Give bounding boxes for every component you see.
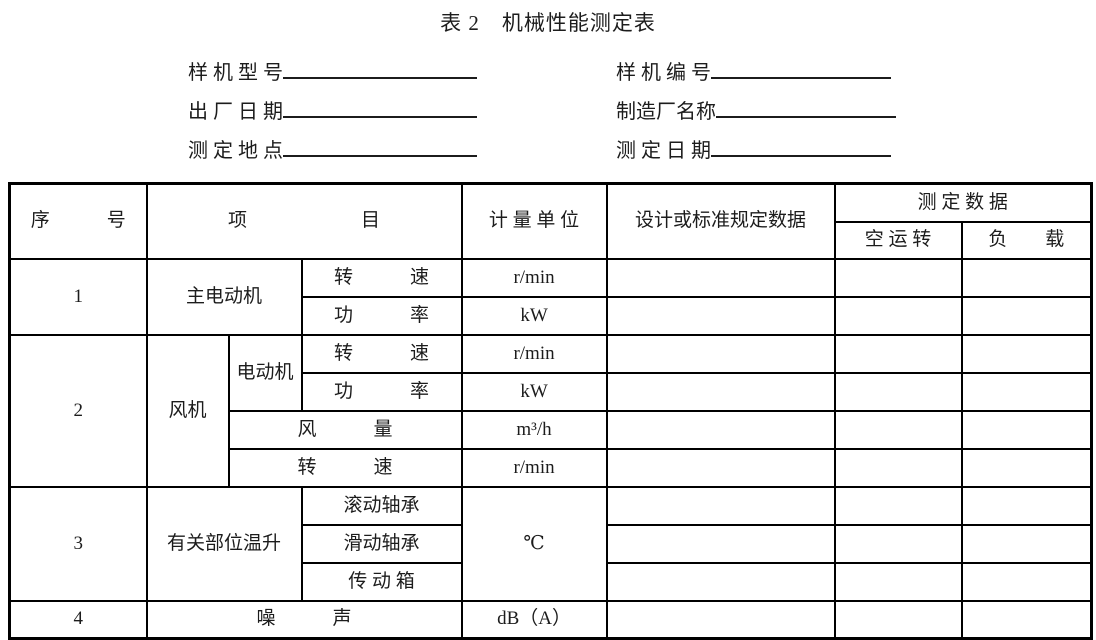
field-sample-model: 样 机 型 号	[188, 56, 477, 85]
field-test-date-blank[interactable]	[711, 155, 891, 157]
cell-item-sliding-bearing: 滑动轴承	[300, 523, 463, 564]
cell-serial-2: 2	[8, 333, 148, 488]
cell-serial-4: 4	[8, 599, 148, 640]
field-sample-model-label: 样 机 型 号	[188, 62, 283, 84]
col-header-serial: 序 号	[8, 182, 148, 260]
table-row: 4 噪 声 dB（A）	[8, 599, 1093, 640]
data-cell-noload[interactable]	[833, 447, 963, 488]
field-test-location: 测 定 地 点	[188, 134, 477, 163]
measurement-table: 序 号 项 目 计 量 单 位 设计或标准规定数据 测 定 数 据 空 运 转 …	[8, 182, 1094, 640]
field-test-location-label: 测 定 地 点	[188, 140, 283, 162]
table-header-row-1: 序 号 项 目 计 量 单 位 设计或标准规定数据 测 定 数 据	[8, 182, 1093, 260]
data-cell-noload[interactable]	[833, 257, 963, 298]
cell-item-speed: 转 速	[300, 257, 463, 298]
cell-item-power: 功 率	[300, 295, 463, 336]
col-header-measured-data: 测 定 数 据	[833, 182, 1093, 223]
data-cell-design[interactable]	[605, 371, 836, 412]
field-manufacturer-name-label: 制造厂名称	[616, 101, 716, 123]
data-cell-load[interactable]	[960, 371, 1093, 412]
table-header-row-2: 空 运 转 负 载	[10, 220, 1093, 260]
cell-item-power: 功 率	[300, 371, 463, 412]
data-cell-design[interactable]	[605, 333, 836, 374]
table-row: 1 主电动机 转 速 r/min	[8, 257, 1093, 336]
field-sample-model-blank[interactable]	[283, 77, 477, 79]
field-test-date-label: 测 定 日 期	[616, 140, 711, 162]
field-sample-number-label: 样 机 编 号	[616, 62, 711, 84]
data-cell-noload[interactable]	[833, 409, 963, 450]
data-cell-noload[interactable]	[833, 523, 963, 564]
cell-item-speed: 转 速	[227, 447, 463, 488]
table-row: 2 风机 电动机 转 速 r/min	[8, 333, 1093, 488]
col-header-no-load: 空 运 转	[833, 220, 963, 260]
cell-item-rolling-bearing: 滚动轴承	[300, 485, 463, 526]
table-row: 3 有关部位温升 滚动轴承 ℃	[8, 485, 1093, 602]
field-test-date: 测 定 日 期	[616, 134, 891, 163]
table-row: 功 率 kW	[10, 295, 1093, 336]
field-manufacture-date: 出 厂 日 期	[188, 95, 477, 124]
page-title: 表 2 机械性能测定表	[440, 11, 656, 35]
field-manufacturer-name: 制造厂名称	[616, 95, 896, 124]
data-cell-load[interactable]	[960, 561, 1093, 602]
field-manufacture-date-blank[interactable]	[283, 116, 477, 118]
field-test-location-blank[interactable]	[283, 155, 477, 157]
data-cell-load[interactable]	[960, 447, 1093, 488]
cell-group-main-motor: 主电动机	[145, 257, 303, 336]
data-cell-load[interactable]	[960, 257, 1093, 298]
field-manufacturer-name-blank[interactable]	[716, 116, 896, 118]
table-row: 滑动轴承	[10, 523, 1093, 564]
col-header-item: 项 目	[145, 182, 463, 260]
field-sample-number: 样 机 编 号	[616, 56, 891, 85]
col-header-unit: 计 量 单 位	[460, 182, 608, 260]
cell-subgroup-motor: 电动机	[227, 333, 303, 412]
cell-group-temperature-rise: 有关部位温升	[145, 485, 303, 602]
data-cell-design[interactable]	[605, 409, 836, 450]
cell-unit-rmin: r/min	[460, 257, 608, 298]
cell-unit-rmin: r/min	[460, 447, 608, 488]
data-cell-load[interactable]	[960, 523, 1093, 564]
cell-item-speed: 转 速	[300, 333, 463, 374]
data-cell-design[interactable]	[605, 523, 836, 564]
data-cell-noload[interactable]	[833, 485, 963, 526]
cell-unit-dba: dB（A）	[460, 599, 608, 640]
cell-unit-kw: kW	[460, 371, 608, 412]
field-sample-number-blank[interactable]	[711, 77, 891, 79]
data-cell-load[interactable]	[960, 295, 1093, 336]
data-cell-load[interactable]	[960, 485, 1093, 526]
col-header-design-data: 设计或标准规定数据	[605, 182, 836, 260]
cell-unit-kw: kW	[460, 295, 608, 336]
data-cell-design[interactable]	[605, 485, 836, 526]
data-cell-noload[interactable]	[833, 599, 963, 640]
data-cell-noload[interactable]	[833, 295, 963, 336]
data-cell-load[interactable]	[960, 599, 1093, 640]
table-row: 转 速 r/min	[10, 447, 1093, 488]
data-cell-load[interactable]	[960, 333, 1093, 374]
cell-unit-celsius: ℃	[460, 485, 608, 602]
cell-serial-3: 3	[8, 485, 148, 602]
table-row: 传 动 箱	[10, 561, 1093, 602]
cell-item-air-volume: 风 量	[227, 409, 463, 450]
data-cell-design[interactable]	[605, 561, 836, 602]
data-cell-design[interactable]	[605, 295, 836, 336]
data-cell-design[interactable]	[605, 447, 836, 488]
cell-unit-m3h: m³/h	[460, 409, 608, 450]
col-header-load: 负 载	[960, 220, 1093, 260]
data-cell-noload[interactable]	[833, 561, 963, 602]
cell-group-fan: 风机	[145, 333, 230, 488]
cell-serial-1: 1	[8, 257, 148, 336]
field-manufacture-date-label: 出 厂 日 期	[188, 101, 283, 123]
data-cell-noload[interactable]	[833, 333, 963, 374]
cell-item-noise: 噪 声	[145, 599, 463, 640]
table-row: 功 率 kW	[10, 371, 1093, 412]
data-cell-load[interactable]	[960, 409, 1093, 450]
table-row: 风 量 m³/h	[10, 409, 1093, 450]
data-cell-noload[interactable]	[833, 371, 963, 412]
cell-unit-rmin: r/min	[460, 333, 608, 374]
cell-item-gearbox: 传 动 箱	[300, 561, 463, 602]
data-cell-design[interactable]	[605, 599, 836, 640]
data-cell-design[interactable]	[605, 257, 836, 298]
